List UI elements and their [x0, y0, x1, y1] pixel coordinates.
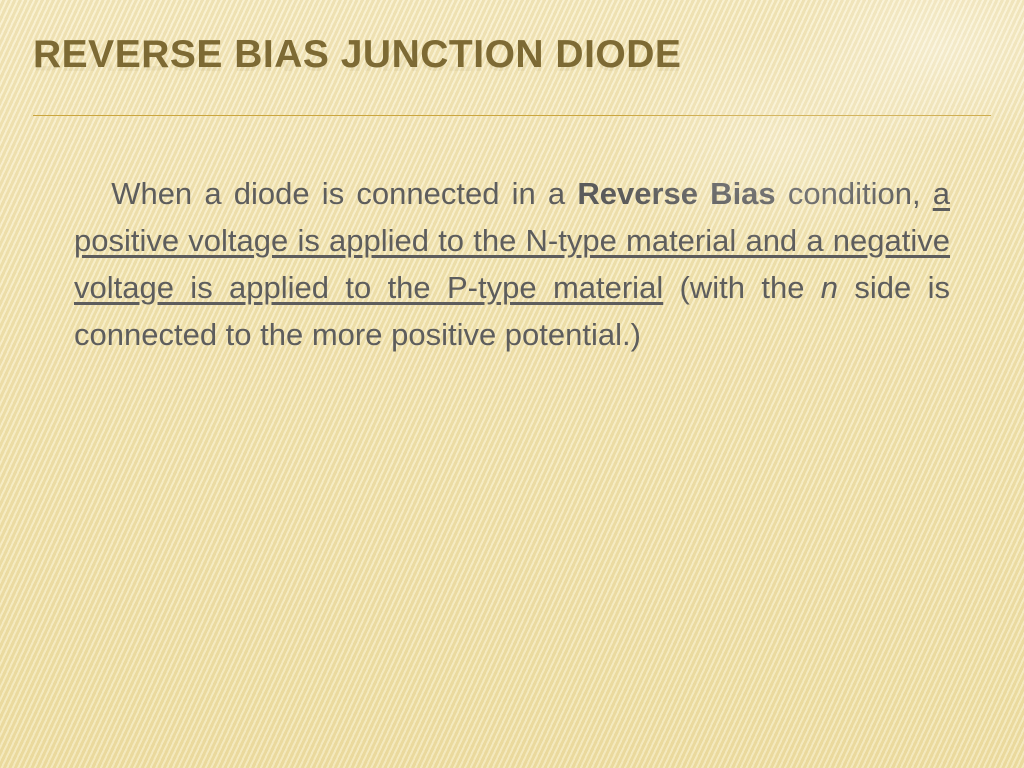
body-run-1: Reverse Bias — [577, 176, 775, 211]
body-run-2: condition, — [776, 176, 933, 211]
title-area: REVERSE BIAS JUNCTION DIODE REVERSE BIAS… — [33, 34, 991, 77]
title-divider — [33, 115, 991, 116]
slide-title: REVERSE BIAS JUNCTION DIODE REVERSE BIAS… — [33, 34, 991, 77]
body-run-4: (with the — [663, 270, 821, 305]
slide: REVERSE BIAS JUNCTION DIODE REVERSE BIAS… — [0, 0, 1024, 768]
body-paragraph: When a diode is connected in a Reverse B… — [74, 170, 950, 358]
body-area: When a diode is connected in a Reverse B… — [74, 170, 950, 358]
title-text: REVERSE BIAS JUNCTION DIODE — [33, 33, 681, 76]
body-run-0: When a diode is connected in a — [111, 176, 577, 211]
body-run-5: n — [821, 270, 838, 305]
